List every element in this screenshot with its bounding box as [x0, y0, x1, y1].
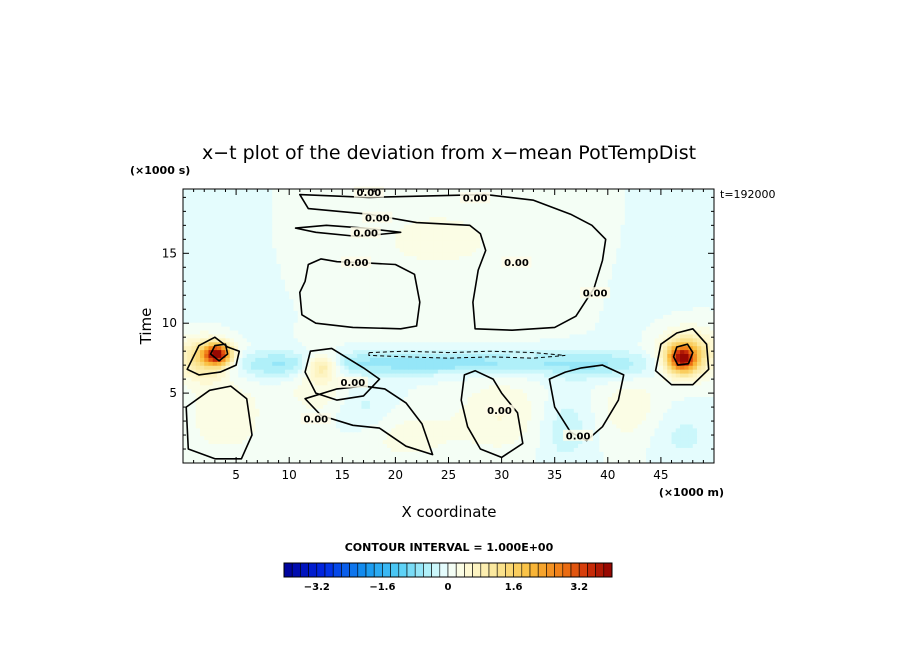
y-tick-label: 5: [169, 386, 177, 400]
colorbar-swatch: [332, 562, 342, 578]
contour-line: [299, 193, 607, 331]
colorbar-swatch: [595, 562, 605, 578]
colorbar-swatch: [562, 562, 572, 578]
colorbar-swatch: [423, 562, 432, 578]
colorbar-swatch: [316, 562, 326, 578]
colorbar-swatch: [587, 562, 596, 578]
contour-label: 0.00: [303, 415, 328, 426]
colorbar-swatch: [480, 562, 490, 578]
colorbar-tick-label: −3.2: [304, 582, 330, 593]
x-tick-label: 5: [232, 468, 240, 482]
colorbar-swatch: [496, 562, 506, 578]
contour-line: [299, 258, 421, 330]
colorbar-swatch: [414, 562, 424, 578]
y-tick-label: 10: [162, 316, 177, 330]
colorbar-swatch: [406, 562, 416, 578]
colorbar-frame: [283, 562, 613, 578]
colorbar-swatch: [431, 562, 441, 578]
contour-label: 0.00: [583, 289, 608, 300]
colorbar-swatch: [447, 562, 457, 578]
y-units-label: (×1000 s): [130, 164, 190, 177]
colorbar-swatch: [472, 562, 482, 578]
colorbar-swatch: [382, 562, 391, 578]
colorbar-swatch: [283, 562, 293, 578]
contour-interval-label: CONTOUR INTERVAL = 1.000E+00: [345, 541, 554, 554]
colorbar-tick-label: 3.2: [570, 582, 588, 593]
y-axis-title: Time: [137, 308, 155, 346]
colorbar-swatch: [554, 562, 564, 578]
chart-title: x−t plot of the deviation from x−mean Po…: [202, 142, 696, 164]
colorbar-swatch: [349, 562, 359, 578]
colorbar-swatch: [570, 562, 580, 578]
y-tick-label: 15: [162, 246, 177, 260]
colorbar-swatch: [464, 562, 473, 578]
time-stamp-label: t=192000: [720, 188, 776, 201]
x-tick-label: 15: [335, 468, 350, 482]
colorbar-swatch: [390, 562, 400, 578]
colorbar-swatch: [521, 562, 531, 578]
colorbar-swatch: [341, 562, 350, 578]
negative-contour-line: [368, 350, 566, 359]
colorbar-swatch: [603, 562, 613, 578]
contour-line: [186, 336, 241, 376]
colorbar-swatch: [439, 562, 449, 578]
colorbar-swatch: [513, 562, 523, 578]
colorbar-swatch: [546, 562, 555, 578]
x-tick-label: 35: [547, 468, 562, 482]
colorbar-swatch: [488, 562, 498, 578]
contour-label: 0.00: [344, 258, 369, 269]
contour-labels: 0.00 0.00 0.00 0.00 0.00 0.00 0.00 0.00 0.00 0.00…: [300, 186, 611, 442]
colorbar: [283, 562, 613, 578]
contour-line: [185, 385, 253, 460]
x-tick-label: 25: [441, 468, 456, 482]
x-axis-title: X coordinate: [401, 503, 496, 521]
colorbar-swatch: [578, 562, 588, 578]
colorbar-swatch: [373, 562, 383, 578]
x-tick-label: 40: [600, 468, 615, 482]
x-units-label: (×1000 m): [659, 486, 724, 499]
colorbar-swatch: [529, 562, 539, 578]
x-tick-label: 10: [282, 468, 297, 482]
x-tick-label: 45: [653, 468, 668, 482]
colorbar-tick-label: 0: [445, 582, 452, 593]
contour-line: [672, 343, 694, 366]
contour-label: 0.00: [566, 431, 591, 442]
contour-line: [209, 343, 229, 362]
contour-label: 0.00: [504, 258, 529, 269]
contour-line: [294, 224, 402, 238]
colorbar-swatch: [300, 562, 309, 578]
colorbar-swatch: [505, 562, 514, 578]
contour-label: 0.00: [357, 188, 382, 199]
colorbar-tick-label: −1.6: [369, 582, 395, 593]
x-tick-label: 20: [388, 468, 403, 482]
contour-label: 0.00: [487, 406, 512, 417]
colorbar-swatch: [308, 562, 318, 578]
contour-line: [460, 369, 524, 459]
colorbar-swatch: [455, 562, 465, 578]
contour-label: 0.00: [365, 213, 390, 224]
colorbar-ticks: −3.2 −1.6 0 1.6 3.2: [304, 582, 588, 593]
contour-label: 0.00: [353, 229, 378, 240]
contour-label: 0.00: [463, 194, 488, 205]
colorbar-swatch: [291, 562, 301, 578]
x-axis-ticks: 5 10 15 20 25 30 35 40 45: [193, 189, 704, 482]
contour-label: 0.00: [341, 378, 366, 389]
colorbar-swatch: [357, 562, 367, 578]
colorbar-swatch: [324, 562, 334, 578]
contour-line: [654, 328, 710, 386]
y-axis-ticks: 5 10 15: [162, 196, 714, 450]
contour-line: [548, 364, 625, 442]
colorbar-swatch: [537, 562, 547, 578]
colorbar-swatch: [365, 562, 375, 578]
colorbar-tick-label: 1.6: [505, 582, 523, 593]
colorbar-swatch: [398, 562, 408, 578]
x-tick-label: 30: [494, 468, 509, 482]
anomaly-field: [183, 189, 714, 463]
